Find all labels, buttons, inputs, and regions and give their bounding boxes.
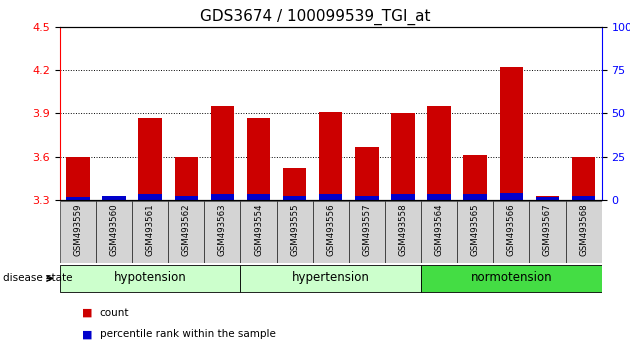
Bar — [349, 201, 385, 263]
Bar — [493, 201, 529, 263]
Text: GSM493565: GSM493565 — [471, 204, 479, 256]
Text: count: count — [100, 308, 129, 318]
Bar — [385, 201, 421, 263]
Bar — [210, 194, 234, 200]
Text: GSM493556: GSM493556 — [326, 204, 335, 256]
Text: GSM493567: GSM493567 — [543, 204, 552, 256]
Bar — [139, 194, 162, 200]
Bar — [283, 196, 306, 200]
Bar — [355, 196, 379, 200]
Bar — [572, 156, 595, 200]
Text: GSM493557: GSM493557 — [362, 204, 371, 256]
Text: GSM493555: GSM493555 — [290, 204, 299, 256]
Bar — [536, 197, 559, 200]
Bar — [247, 194, 270, 200]
Text: ■: ■ — [82, 308, 93, 318]
Text: disease state: disease state — [3, 273, 72, 284]
Text: normotension: normotension — [471, 271, 552, 284]
Bar — [132, 201, 168, 263]
Text: GSM493562: GSM493562 — [182, 204, 191, 256]
Bar — [319, 194, 343, 200]
Bar — [427, 194, 451, 200]
Bar — [427, 106, 451, 200]
Bar — [421, 265, 602, 292]
Bar — [529, 201, 566, 263]
Bar — [277, 201, 312, 263]
Text: hypertension: hypertension — [292, 271, 370, 284]
Bar — [175, 196, 198, 200]
Bar — [241, 265, 421, 292]
Bar — [283, 168, 306, 200]
Text: GSM493563: GSM493563 — [218, 204, 227, 256]
Text: GDS3674 / 100099539_TGI_at: GDS3674 / 100099539_TGI_at — [200, 9, 430, 25]
Bar — [500, 67, 523, 200]
Bar — [464, 155, 487, 200]
Bar — [241, 201, 277, 263]
Text: percentile rank within the sample: percentile rank within the sample — [100, 329, 275, 339]
Bar — [391, 113, 415, 200]
Bar — [168, 201, 204, 263]
Bar — [319, 112, 343, 200]
Text: hypotension: hypotension — [114, 271, 186, 284]
Bar — [391, 194, 415, 200]
Bar — [566, 201, 602, 263]
Text: GSM493566: GSM493566 — [507, 204, 516, 256]
Text: GSM493558: GSM493558 — [399, 204, 408, 256]
Bar — [355, 147, 379, 200]
Text: GSM493554: GSM493554 — [254, 204, 263, 256]
Bar — [66, 197, 89, 200]
Text: GSM493561: GSM493561 — [146, 204, 154, 256]
Bar — [60, 265, 241, 292]
Bar — [102, 196, 126, 200]
Text: ■: ■ — [82, 329, 93, 339]
Bar — [500, 193, 523, 200]
Bar — [96, 201, 132, 263]
Text: GSM493564: GSM493564 — [435, 204, 444, 256]
Bar — [175, 156, 198, 200]
Bar — [102, 196, 126, 200]
Bar — [139, 118, 162, 200]
Bar — [464, 194, 487, 200]
Bar — [312, 201, 349, 263]
Text: GSM493559: GSM493559 — [74, 204, 83, 256]
Text: GSM493560: GSM493560 — [110, 204, 118, 256]
Bar — [536, 196, 559, 200]
Bar — [247, 118, 270, 200]
Text: GSM493568: GSM493568 — [579, 204, 588, 256]
Bar — [210, 106, 234, 200]
Bar — [572, 196, 595, 200]
Bar — [60, 201, 96, 263]
Bar — [66, 156, 89, 200]
Bar — [457, 201, 493, 263]
Bar — [421, 201, 457, 263]
Bar — [204, 201, 241, 263]
